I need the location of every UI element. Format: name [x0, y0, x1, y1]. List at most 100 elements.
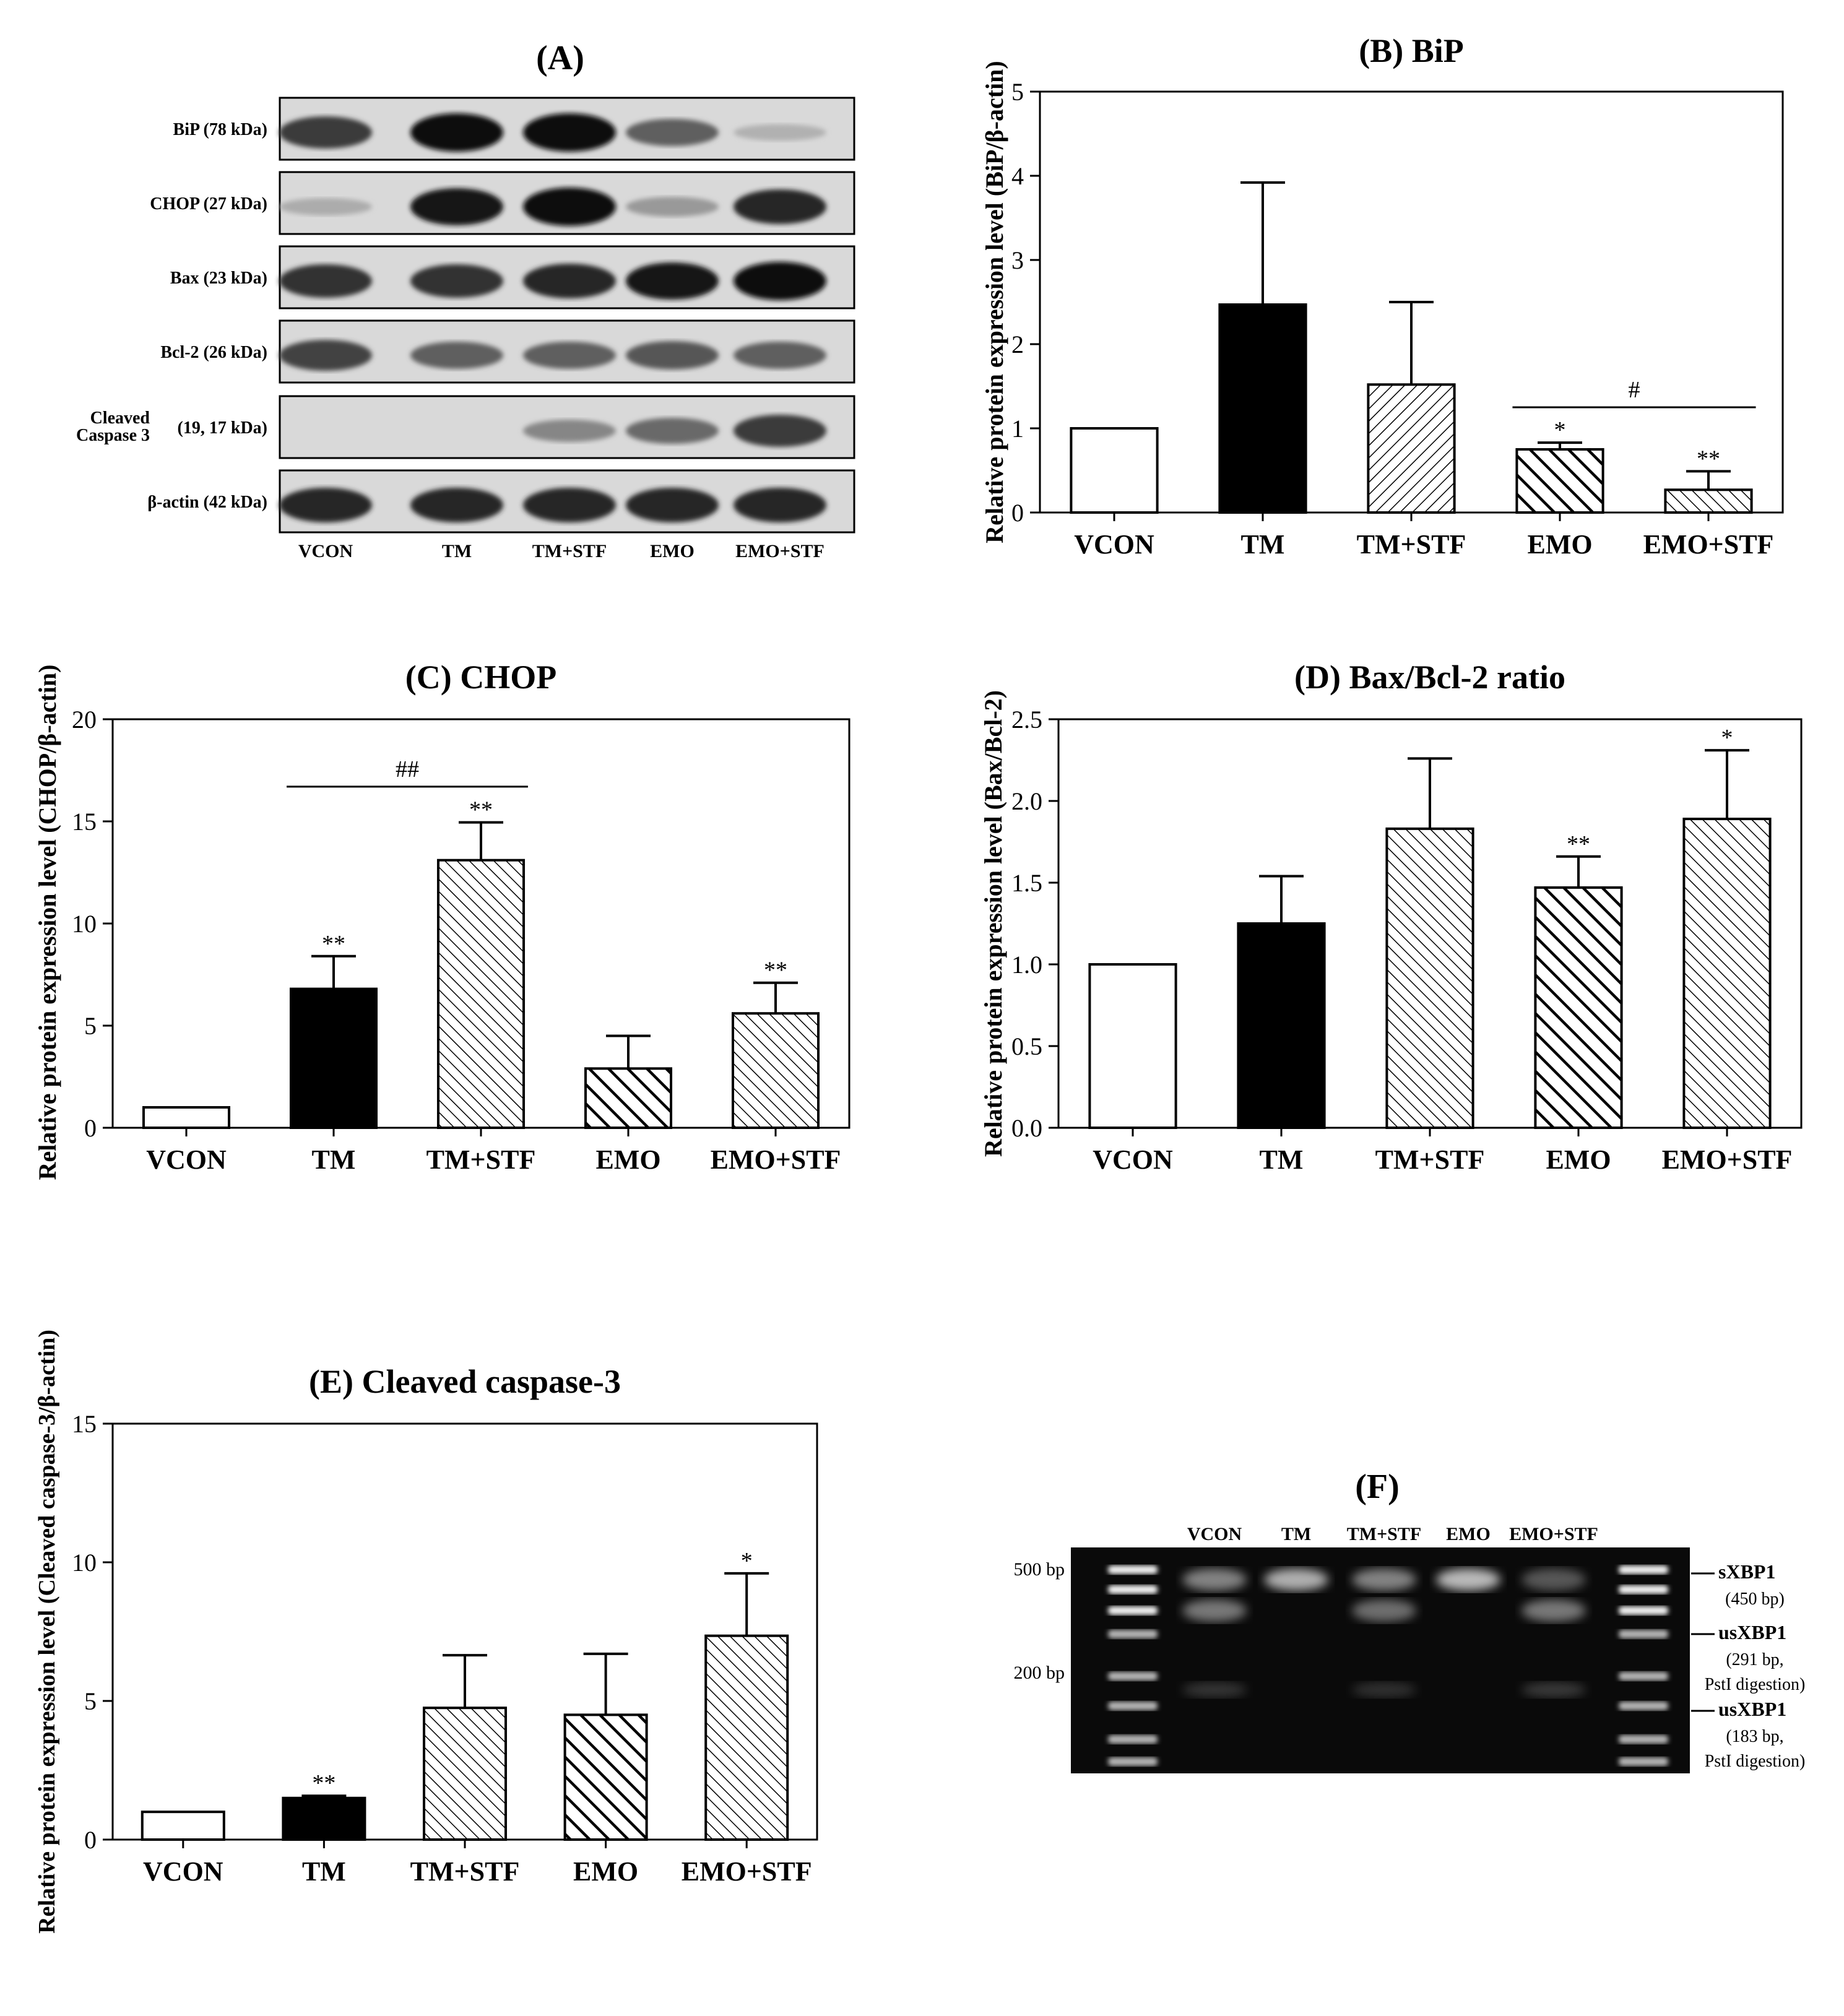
- bar: [563, 1713, 648, 1841]
- x-tick-label: VCON: [143, 1856, 223, 1887]
- ladder-band: [1108, 1702, 1158, 1710]
- blot-band: [279, 488, 372, 522]
- blot-band: [626, 262, 719, 300]
- blot-band: [626, 418, 719, 444]
- ladder-band: [1108, 1757, 1158, 1766]
- blot-band: [279, 198, 372, 215]
- y-tick-label: 1.5: [1011, 869, 1042, 897]
- x-tick-label: EMO: [573, 1856, 638, 1887]
- x-tick-label: EMO+STF: [1643, 529, 1774, 560]
- blot-row: BiP (78 kDa): [173, 97, 855, 161]
- blot-band: [523, 188, 616, 226]
- significance-mark: *: [741, 1548, 753, 1574]
- blot-row-label: Bcl-2 (26 kDa): [160, 343, 267, 362]
- blot-band: [410, 488, 503, 522]
- significance-mark: **: [764, 958, 787, 984]
- blot-band: [523, 113, 616, 152]
- y-tick-label: 3: [1011, 246, 1024, 274]
- gel-band: [1182, 1568, 1247, 1591]
- band-label-name: usXBP1: [1718, 1621, 1786, 1643]
- band-label-detail: (291 bp,: [1726, 1650, 1783, 1669]
- blot-row-label: β-actin (42 kDa): [147, 493, 267, 512]
- panel-e-cleaved-caspase3-chart: (E) Cleaved caspase-3 Relative protein ex…: [34, 1330, 818, 1934]
- bar: [141, 1811, 225, 1841]
- blot-band: [626, 341, 719, 370]
- blot-band: [279, 340, 372, 371]
- panel-b-bip-chart: (B) BiP Relative protein expression level…: [980, 32, 1784, 560]
- panel-c-chop-chart: (C) CHOP Relative protein expression leve…: [33, 659, 851, 1180]
- ladder-band: [1619, 1702, 1668, 1710]
- y-tick-label: 10: [72, 1549, 97, 1577]
- chart-y-axis-label: Relative protein expression level (Cleav…: [34, 1330, 60, 1934]
- x-tick-label: EMO+STF: [1662, 1144, 1793, 1175]
- gel-band: [1182, 1682, 1247, 1697]
- blot-band: [734, 124, 826, 141]
- gel-lane-label: EMO+STF: [1509, 1524, 1598, 1544]
- significance-mark: *: [1554, 417, 1566, 443]
- bar: [1515, 448, 1604, 514]
- bar: [704, 1634, 789, 1841]
- y-tick-label: 0: [84, 1826, 97, 1854]
- panel-f-xbp1-gel: (F) VCON TM TM+STF EMO EMO+STF 500 bp 200 bp…: [1014, 1468, 1806, 1773]
- chart-y-axis-label: Relative protein expression level (CHOP/…: [33, 665, 61, 1180]
- y-tick-label: 1: [1011, 415, 1024, 443]
- bar: [1534, 886, 1623, 1130]
- band-label-name: usXBP1: [1718, 1698, 1786, 1720]
- x-tick-label: EMO+STF: [682, 1856, 812, 1887]
- bar: [142, 1106, 231, 1129]
- gel-band: [1352, 1682, 1416, 1697]
- ladder-band: [1619, 1672, 1668, 1681]
- significance-mark: **: [312, 1770, 335, 1796]
- bar: [1385, 827, 1474, 1129]
- x-tick-label: EMO: [1527, 529, 1592, 560]
- x-tick-label: TM: [302, 1856, 346, 1887]
- blot-band: [279, 116, 372, 149]
- chart-title: (C) CHOP: [405, 659, 556, 696]
- y-tick-label: 4: [1011, 162, 1024, 190]
- y-tick-label: 0.0: [1011, 1114, 1042, 1142]
- blot-band: [626, 119, 719, 146]
- ladder-band: [1108, 1735, 1158, 1744]
- blot-row: CHOP (27 kDa): [150, 171, 855, 235]
- bar: [1367, 383, 1456, 514]
- blot-band: [734, 342, 826, 369]
- y-tick-label: 5: [84, 1012, 97, 1040]
- blot-band: [734, 262, 826, 300]
- marker-500bp-label: 500 bp: [1014, 1559, 1065, 1580]
- x-tick-label: VCON: [146, 1144, 227, 1175]
- y-tick-label: 2: [1011, 331, 1024, 358]
- y-tick-label: 5: [1011, 78, 1024, 106]
- bar: [289, 987, 378, 1129]
- chart-title: (E) Cleaved caspase-3: [309, 1363, 621, 1400]
- x-tick-label: EMO+STF: [711, 1144, 841, 1175]
- significance-mark: **: [1567, 831, 1590, 857]
- y-tick-label: 2.0: [1011, 787, 1042, 815]
- bar: [1664, 488, 1753, 514]
- gel-band: [1522, 1599, 1586, 1622]
- blot-row-label-kda: (19, 17 kDa): [178, 418, 267, 438]
- blot-band: [626, 197, 719, 217]
- band-label-detail: PstI digestion): [1705, 1675, 1806, 1694]
- y-tick-label: 0: [1011, 499, 1024, 527]
- blot-band: [410, 188, 503, 225]
- significance-mark: **: [322, 931, 345, 957]
- gel-band: [1264, 1568, 1328, 1591]
- bar: [1237, 922, 1326, 1129]
- y-tick-label: 15: [72, 1410, 97, 1438]
- marker-200bp-label: 200 bp: [1014, 1663, 1065, 1683]
- blot-lane-label: EMO: [650, 541, 695, 561]
- band-label-detail: PstI digestion): [1705, 1752, 1806, 1771]
- gel-lane-label: VCON: [1187, 1524, 1242, 1544]
- gel-band: [1522, 1682, 1586, 1697]
- comparison-mark: #: [1629, 377, 1640, 403]
- y-tick-label: 2.5: [1011, 706, 1042, 733]
- blot-band: [523, 488, 616, 522]
- blot-row-label: Bax (23 kDa): [170, 269, 267, 288]
- bar: [731, 1012, 820, 1129]
- gel-lane-label: TM: [1281, 1524, 1311, 1544]
- gel-band: [1182, 1599, 1247, 1622]
- y-tick-label: 1.0: [1011, 951, 1042, 979]
- band-label-detail: (450 bp): [1725, 1590, 1785, 1609]
